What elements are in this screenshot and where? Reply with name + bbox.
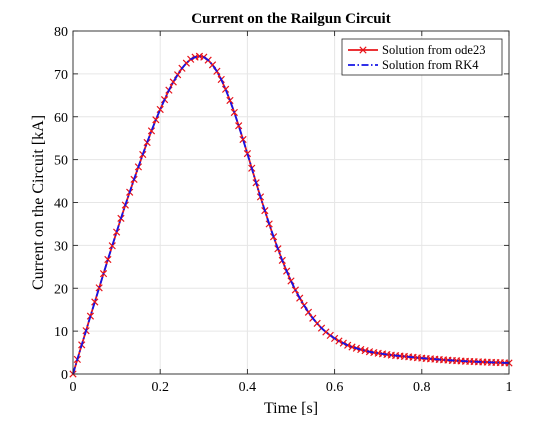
- y-tick-label: 30: [54, 239, 68, 254]
- y-tick-label: 10: [54, 325, 68, 340]
- y-tick-label: 40: [54, 197, 68, 212]
- series-line-rk4: [72, 55, 510, 375]
- chart-title: Current on the Railgun Circuit: [191, 11, 390, 27]
- x-tick-label: 0.4: [239, 380, 257, 395]
- y-tick-label: 20: [54, 282, 68, 297]
- legend-box: [341, 38, 503, 76]
- x-axis-label: Time [s]: [264, 400, 318, 417]
- y-tick-label: 50: [54, 154, 68, 169]
- data-point-ode23: [226, 96, 234, 105]
- data-point-ode23: [361, 347, 369, 355]
- data-point-ode23: [108, 242, 116, 250]
- data-point-ode23: [147, 127, 156, 135]
- legend-marker-ode23: [359, 46, 367, 54]
- legend: Solution from ode23 Solution from RK4: [341, 38, 503, 76]
- x-tick-label: 0.6: [326, 380, 344, 395]
- data-point-ode23: [156, 105, 164, 114]
- x-tick-label: 0.8: [413, 380, 431, 395]
- x-tick-label: 0: [70, 380, 77, 395]
- legend-label-ode23: Solution from ode23: [382, 43, 485, 57]
- y-axis-label: Current on the Circuit [kA]: [30, 115, 47, 290]
- x-tick-label: 1: [506, 380, 513, 395]
- series-group: [69, 52, 513, 378]
- y-tick-label: 80: [54, 25, 68, 40]
- legend-entry-rk4: Solution from RK4: [348, 58, 479, 72]
- legend-label-rk4: Solution from RK4: [382, 58, 479, 72]
- data-point-ode23: [287, 277, 295, 285]
- data-point-ode23: [239, 135, 247, 144]
- y-tick-label: 70: [54, 68, 68, 83]
- data-point-ode23: [91, 298, 99, 306]
- legend-entry-ode23: Solution from ode23: [348, 43, 485, 57]
- y-tick-label: 0: [61, 368, 68, 383]
- x-tick-label: 0.2: [151, 380, 169, 395]
- y-tick-label: 60: [54, 111, 68, 126]
- data-point-ode23: [235, 122, 243, 130]
- data-point-ode23: [348, 343, 356, 351]
- data-point-ode23: [221, 85, 230, 93]
- legend-marker-x: [359, 46, 367, 54]
- data-point-ode23: [104, 255, 112, 264]
- data-point-ode23: [112, 228, 121, 236]
- data-point-ode23: [95, 284, 103, 292]
